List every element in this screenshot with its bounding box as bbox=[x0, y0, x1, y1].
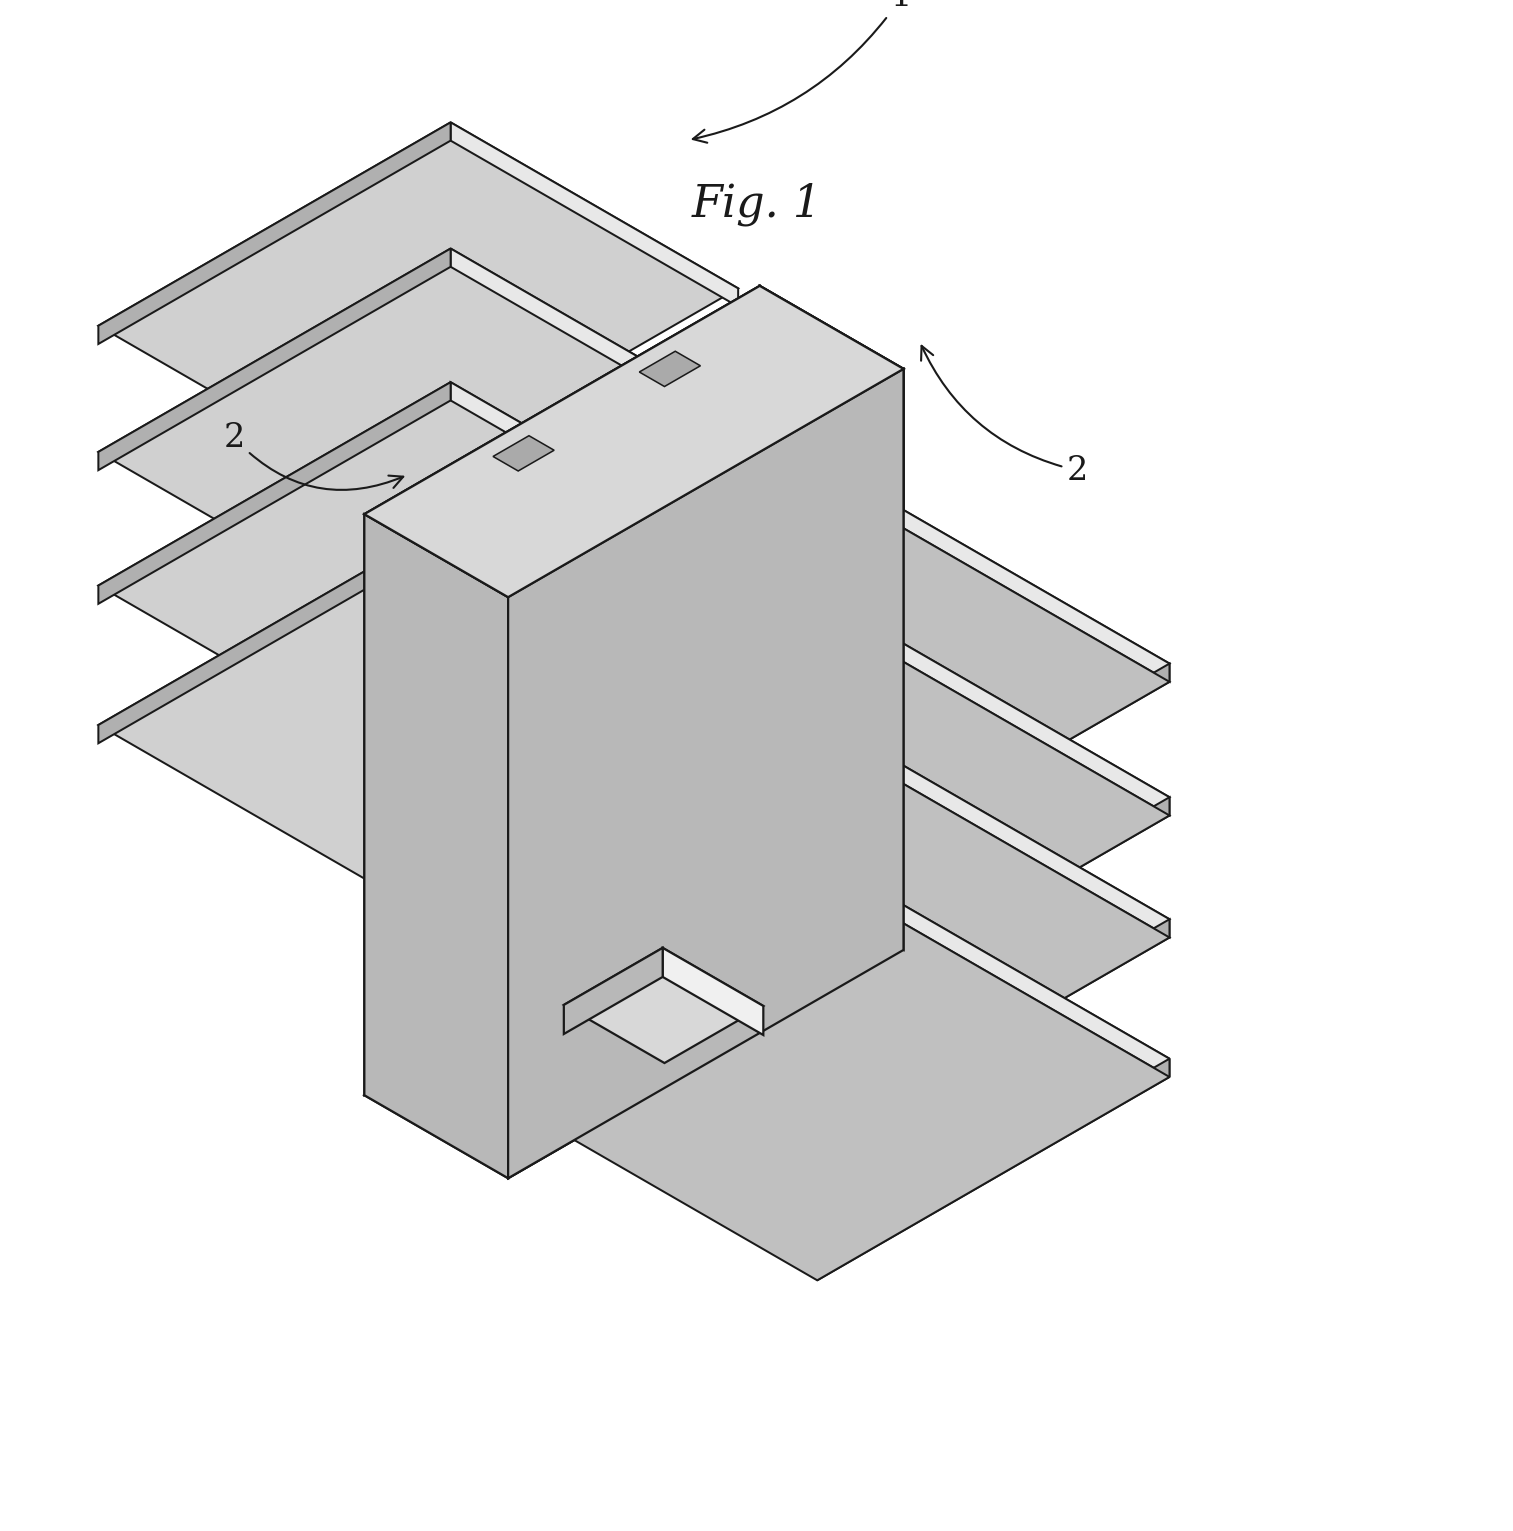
Polygon shape bbox=[882, 631, 1170, 816]
Polygon shape bbox=[760, 286, 903, 949]
Polygon shape bbox=[882, 893, 1170, 1076]
Polygon shape bbox=[663, 948, 764, 1035]
Text: 2: 2 bbox=[224, 423, 404, 490]
Polygon shape bbox=[98, 383, 451, 603]
Polygon shape bbox=[365, 514, 508, 1179]
Polygon shape bbox=[451, 522, 738, 706]
Polygon shape bbox=[530, 631, 1170, 1001]
Polygon shape bbox=[98, 522, 451, 743]
Polygon shape bbox=[530, 893, 1170, 1262]
Polygon shape bbox=[508, 369, 903, 1179]
Polygon shape bbox=[98, 122, 451, 344]
Polygon shape bbox=[451, 383, 738, 566]
Polygon shape bbox=[530, 516, 1170, 885]
Polygon shape bbox=[451, 122, 738, 306]
Polygon shape bbox=[530, 772, 1170, 1141]
Polygon shape bbox=[98, 122, 738, 491]
Polygon shape bbox=[760, 286, 903, 949]
Polygon shape bbox=[98, 248, 738, 619]
Text: 2: 2 bbox=[921, 346, 1088, 487]
Polygon shape bbox=[98, 248, 451, 470]
Polygon shape bbox=[564, 948, 764, 1063]
Polygon shape bbox=[493, 436, 554, 472]
Polygon shape bbox=[365, 867, 903, 1179]
Polygon shape bbox=[451, 248, 738, 433]
Polygon shape bbox=[530, 753, 1170, 1122]
Polygon shape bbox=[817, 919, 1170, 1141]
Polygon shape bbox=[530, 649, 1170, 1018]
Polygon shape bbox=[365, 286, 903, 597]
Text: Fig. 1: Fig. 1 bbox=[691, 182, 822, 227]
Polygon shape bbox=[817, 798, 1170, 1018]
Polygon shape bbox=[640, 351, 701, 386]
Polygon shape bbox=[882, 753, 1170, 937]
Text: 1: 1 bbox=[693, 0, 912, 142]
Polygon shape bbox=[817, 663, 1170, 885]
Polygon shape bbox=[817, 1058, 1170, 1280]
Polygon shape bbox=[98, 383, 738, 752]
Polygon shape bbox=[365, 286, 760, 1095]
Polygon shape bbox=[530, 911, 1170, 1280]
Polygon shape bbox=[98, 522, 738, 891]
Polygon shape bbox=[564, 948, 663, 1033]
Polygon shape bbox=[530, 498, 1170, 867]
Polygon shape bbox=[508, 369, 903, 1179]
Polygon shape bbox=[882, 498, 1170, 681]
Polygon shape bbox=[365, 286, 903, 597]
